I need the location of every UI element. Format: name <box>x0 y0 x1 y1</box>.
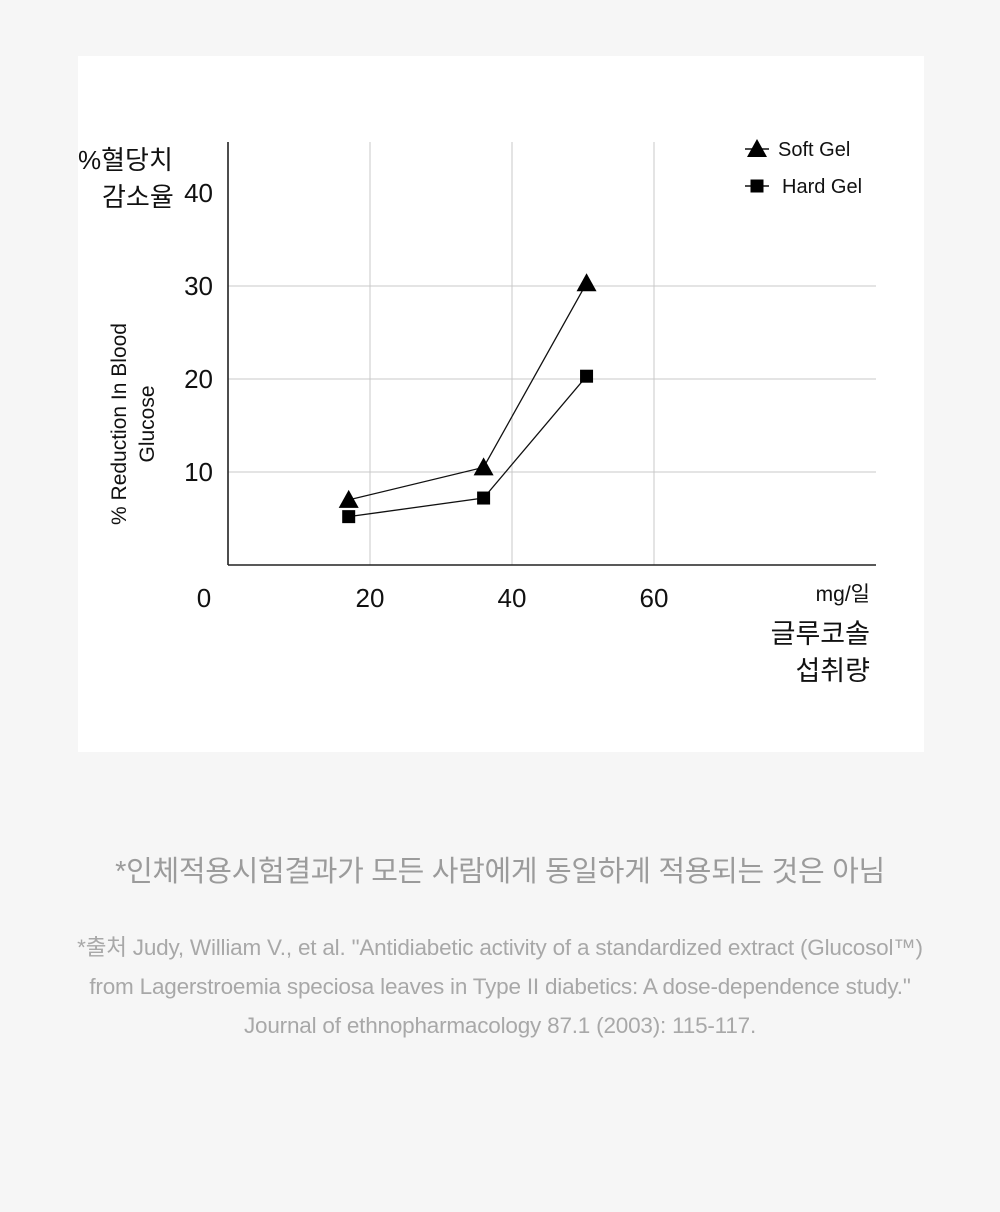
y-tick-label: 20 <box>184 364 213 394</box>
series-line-triangle <box>348 282 588 501</box>
x-tick-label: 0 <box>197 583 211 613</box>
source-citation: *출처 Judy, William V., et al. "Antidiabet… <box>77 935 923 1038</box>
x-tick-label: 20 <box>356 583 385 613</box>
y-axis-label-english-line1: % Reduction In Blood <box>108 323 131 525</box>
data-point-triangle <box>338 489 359 508</box>
data-point-triangle <box>576 273 597 292</box>
x-tick-label: 40 <box>498 583 527 613</box>
y-axis-label-english-line2: Glucose <box>136 385 159 462</box>
y-tick-label: 40 <box>184 178 213 208</box>
y-tick-label: 30 <box>184 271 213 301</box>
legend-marker-triangle <box>747 139 767 157</box>
data-point-square <box>342 510 356 524</box>
legend-label: Hard Gel <box>782 176 862 198</box>
data-point-square <box>580 369 594 383</box>
series-line-square <box>348 375 588 518</box>
x-tick-label: 60 <box>640 583 669 613</box>
x-axis-unit: mg/일 <box>816 583 870 606</box>
disclaimer-text: *인체적용시험결과가 모든 사람에게 동일하게 적용되는 것은 아님 <box>115 856 885 888</box>
legend-marker-square <box>750 179 764 193</box>
data-point-triangle <box>473 457 494 476</box>
y-tick-label: 10 <box>184 457 213 487</box>
x-axis-label-korean-line2: 섭취량 <box>795 656 870 686</box>
legend-label: Soft Gel <box>778 139 850 161</box>
data-point-square <box>477 491 491 505</box>
y-axis-label-korean-line2: 감소율 <box>102 182 174 212</box>
y-axis-label-korean-line1: %혈당치 <box>78 145 173 175</box>
x-axis-label-korean-line1: 글루코솔 <box>771 619 870 649</box>
